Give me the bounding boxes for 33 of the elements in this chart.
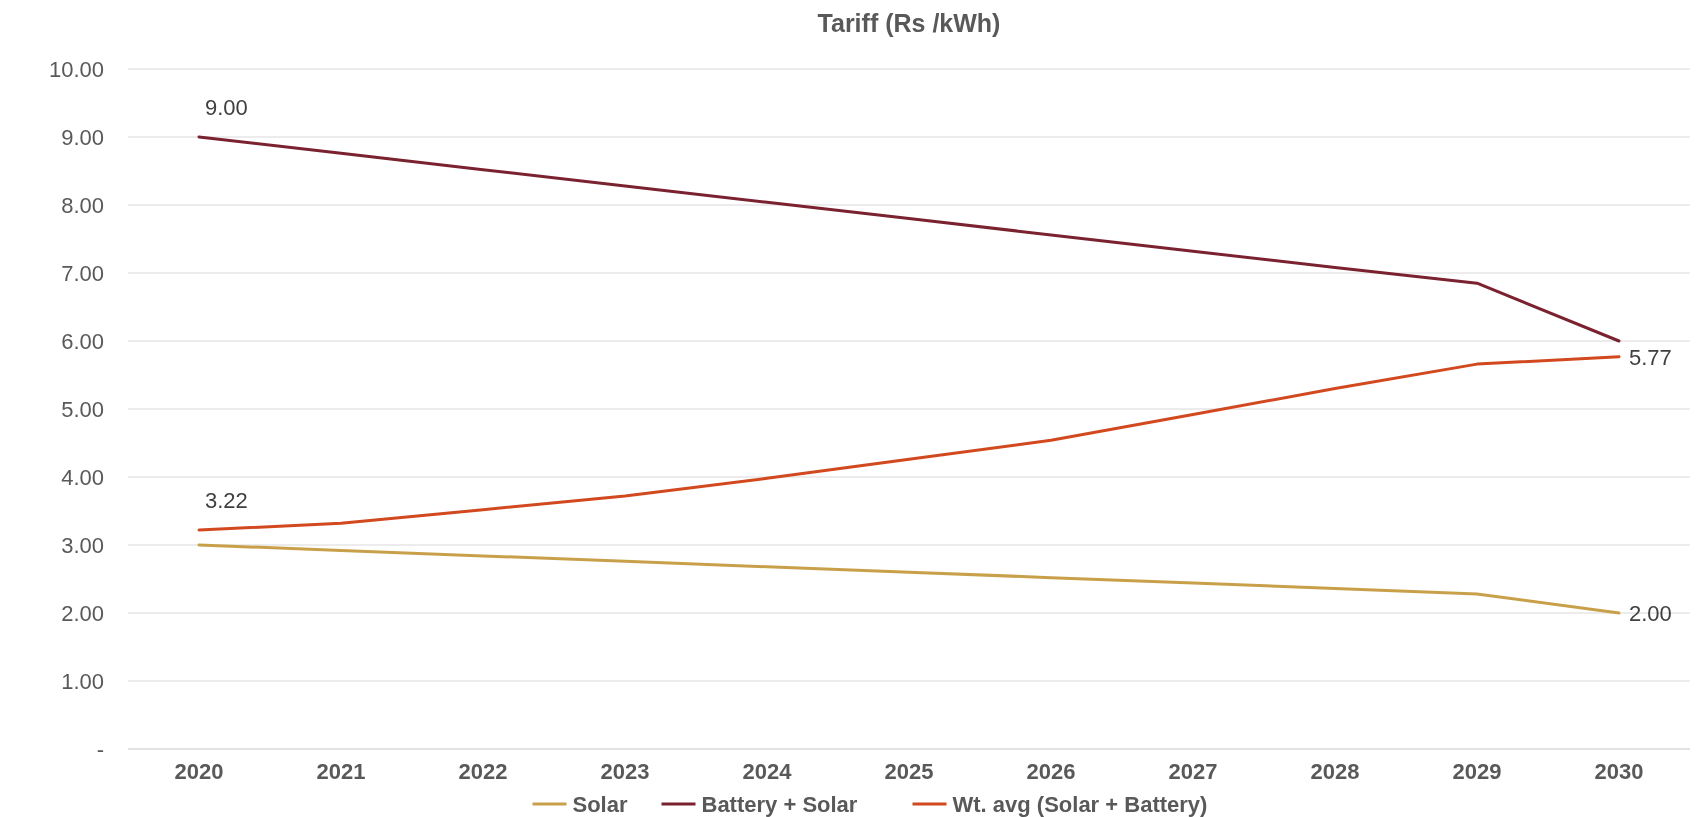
data-label: 2.00 (1629, 601, 1672, 626)
legend-label: Solar (572, 791, 628, 817)
y-tick-label: 9.00 (61, 124, 104, 150)
y-tick-label: 10.00 (48, 56, 104, 82)
x-tick-label: 2024 (742, 759, 793, 784)
y-tick-label: - (96, 736, 104, 762)
y-tick-label: 2.00 (61, 600, 104, 626)
line-series (197, 135, 1621, 343)
data-label: 3.22 (205, 488, 248, 514)
x-tick-label: 2022 (458, 759, 508, 784)
data-label: 5.77 (1629, 344, 1672, 370)
chart-title: Tariff (Rs /kWh) (817, 9, 1001, 37)
y-tick-label: 7.00 (61, 260, 104, 286)
y-tick-label: 6.00 (61, 328, 104, 354)
x-tick-label: 2020 (174, 759, 224, 784)
y-tick-label: 5.00 (61, 396, 104, 422)
x-tick-label: 2028 (1310, 759, 1360, 784)
legend-label: Battery + Solar (701, 791, 858, 817)
legend-label: Wt. avg (Solar + Battery) (952, 791, 1208, 817)
x-tick-label: 2026 (1026, 759, 1076, 784)
x-tick-label: 2025 (884, 759, 934, 784)
x-tick-label: 2029 (1452, 759, 1502, 784)
y-tick-label: 3.00 (61, 532, 104, 558)
data-label: 9.00 (205, 95, 248, 120)
y-tick-label: 8.00 (61, 192, 104, 218)
x-tick-label: 2023 (600, 759, 650, 784)
x-tick-label: 2021 (316, 759, 366, 784)
y-tick-label: 1.00 (61, 668, 104, 694)
x-tick-label: 2030 (1594, 759, 1644, 784)
y-tick-label: 4.00 (61, 464, 104, 490)
line-series (197, 543, 1621, 615)
line-series (197, 355, 1621, 532)
x-tick-label: 2027 (1168, 759, 1218, 784)
